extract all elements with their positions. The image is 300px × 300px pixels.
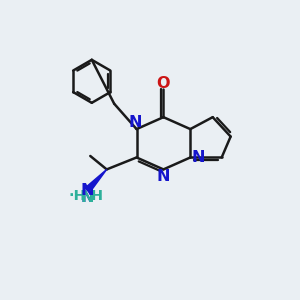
- Text: N: N: [157, 169, 170, 184]
- Polygon shape: [85, 169, 107, 193]
- Text: N: N: [80, 183, 94, 198]
- Text: H: H: [91, 189, 103, 203]
- Text: N: N: [128, 115, 142, 130]
- Text: N: N: [192, 150, 205, 165]
- Text: ·H: ·H: [69, 189, 86, 203]
- Text: N: N: [80, 190, 94, 205]
- Text: N: N: [80, 190, 94, 205]
- Text: O: O: [157, 76, 170, 91]
